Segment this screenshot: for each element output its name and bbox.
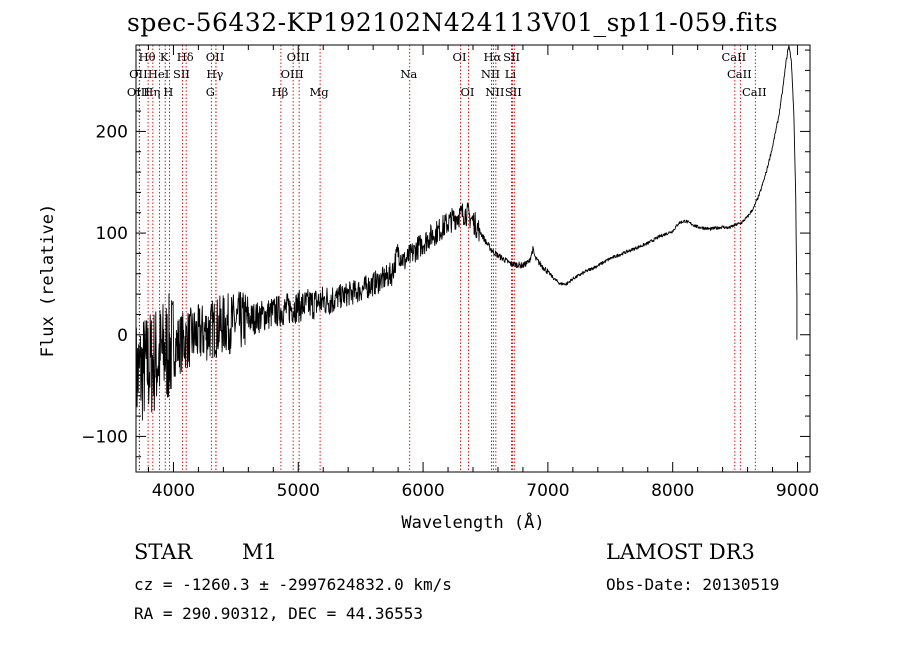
spectral-line-label: OIII xyxy=(127,85,150,99)
coordinates: RA = 290.90312, DEC = 44.36553 xyxy=(134,604,423,623)
spectral-line-label: NII xyxy=(481,67,500,81)
spectral-line-label: G xyxy=(206,85,215,99)
x-tick-label: 5000 xyxy=(277,481,320,501)
y-tick-label: 0 xyxy=(117,326,128,346)
spectral-line-label: OII xyxy=(129,67,148,81)
x-tick-label: 8000 xyxy=(651,481,694,501)
spectral-line-label: Hβ xyxy=(272,85,289,99)
object-type: STAR xyxy=(134,540,193,564)
spectral-line-label: Mg xyxy=(310,85,330,99)
x-tick-label: 9000 xyxy=(776,481,819,501)
spectral-line-label: Hη xyxy=(143,85,160,99)
x-tick-label: 6000 xyxy=(401,481,444,501)
y-tick-label: 200 xyxy=(96,122,128,142)
spectral-line-label: CaII xyxy=(727,67,752,81)
spectral-line-label: SII xyxy=(505,85,522,99)
spectrum-line xyxy=(135,45,798,432)
spectral-line-label: Hγ xyxy=(206,67,223,81)
spectral-line-label: Na xyxy=(400,67,417,81)
survey-label: LAMOST DR3 xyxy=(606,540,755,564)
spectral-line-label: Hα xyxy=(483,50,501,64)
spectral-line-label: NII xyxy=(485,85,504,99)
plot-frame xyxy=(135,44,811,473)
spectral-line-label: CaII xyxy=(742,85,767,99)
y-axis-label: Flux (relative) xyxy=(38,204,58,358)
spectral-line-label: OI xyxy=(453,50,467,64)
spectral-line-label: H xyxy=(163,85,173,99)
chart-title: spec-56432-KP192102N424113V01_sp11-059.f… xyxy=(127,8,779,37)
x-tick-label: 7000 xyxy=(526,481,569,501)
x-tick-label: 4000 xyxy=(152,481,195,501)
redshift-line: cz = -1260.3 ± -2997624832.0 km/s xyxy=(134,575,452,594)
spectral-line-label: CaII xyxy=(721,50,746,64)
x-axis-label: Wavelength (Å) xyxy=(401,511,544,533)
spectral-line-label: HeI xyxy=(148,67,169,81)
spectral-line-label: OI xyxy=(461,85,475,99)
spectral-line-label: OIII xyxy=(287,50,310,64)
spectral-line-label: SII xyxy=(503,50,520,64)
spectral-line-label: Hδ xyxy=(177,50,194,64)
spectral-line-label: Li xyxy=(505,67,517,81)
spectral-line-label: K xyxy=(160,50,169,64)
obs-date: Obs-Date: 20130519 xyxy=(606,575,780,594)
y-tick-label: 100 xyxy=(96,224,128,244)
spectral-line-label: OIII xyxy=(281,67,304,81)
spectral-line-label: OII xyxy=(206,50,225,64)
spectral-line-label: SII xyxy=(173,67,190,81)
spectral-line-label: Hθ xyxy=(139,50,156,64)
y-tick-label: −100 xyxy=(81,427,128,447)
object-subclass: M1 xyxy=(242,540,277,564)
